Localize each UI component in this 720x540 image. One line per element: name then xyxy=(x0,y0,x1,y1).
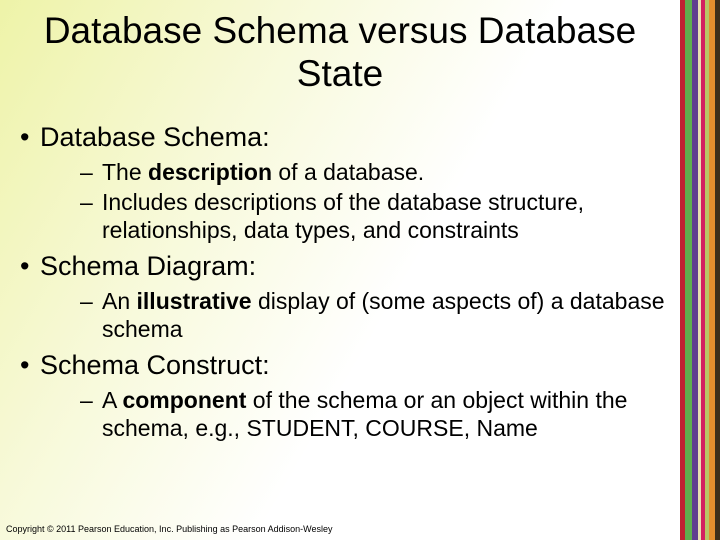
bullet-label: Schema Diagram: xyxy=(40,251,256,281)
bullet-list: Database Schema: The description of a dat… xyxy=(12,121,668,442)
bullet-label: Schema Construct: xyxy=(40,350,270,380)
sub-bullet-list: An illustrative display of (some aspects… xyxy=(40,287,668,343)
bullet-item: Schema Construct: A component of the sche… xyxy=(12,349,668,442)
emphasis-text: illustrative xyxy=(137,288,252,314)
bullet-label: Database Schema: xyxy=(40,122,270,152)
sub-bullet-list: A component of the schema or an object w… xyxy=(40,386,668,442)
emphasis-text: component xyxy=(122,387,246,413)
sub-bullet-item: An illustrative display of (some aspects… xyxy=(40,287,668,343)
slide-title: Database Schema versus Database State xyxy=(12,10,668,95)
sub-bullet-item: A component of the schema or an object w… xyxy=(40,386,668,442)
bullet-item: Schema Diagram: An illustrative display o… xyxy=(12,250,668,343)
sub-bullet-list: The description of a database.Includes d… xyxy=(40,158,668,244)
bullet-item: Database Schema: The description of a dat… xyxy=(12,121,668,244)
slide-content: Database Schema versus Database State Da… xyxy=(0,0,720,540)
emphasis-text: description xyxy=(148,159,272,185)
sub-bullet-item: Includes descriptions of the database st… xyxy=(40,188,668,244)
sub-bullet-item: The description of a database. xyxy=(40,158,668,186)
copyright-text: Copyright © 2011 Pearson Education, Inc.… xyxy=(6,524,333,534)
